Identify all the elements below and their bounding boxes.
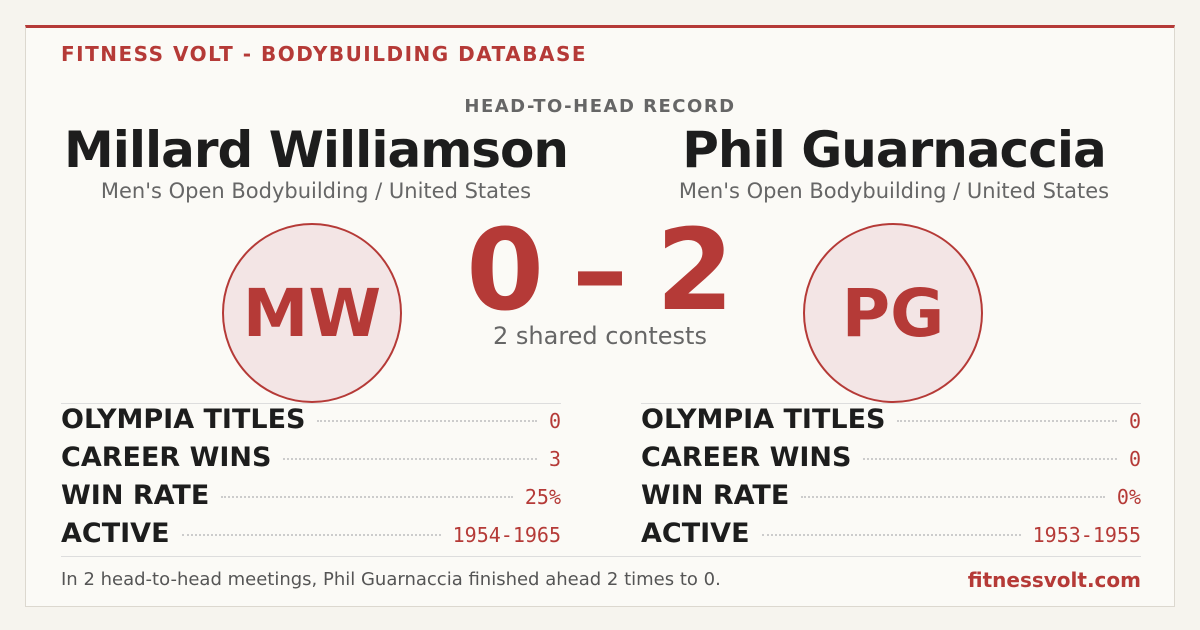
stat-label: WIN RATE xyxy=(61,480,210,511)
site-link[interactable]: fitnessvolt.com xyxy=(967,568,1141,592)
stat-row: WIN RATE 0% xyxy=(641,480,1141,518)
leader xyxy=(283,458,537,460)
stat-row: WIN RATE 25% xyxy=(61,480,561,518)
initials: MW xyxy=(242,274,382,352)
leader xyxy=(801,496,1105,498)
stat-value: 0 xyxy=(548,409,561,433)
score-left: 0 xyxy=(466,206,544,336)
athlete-division: Men's Open Bodybuilding / United States xyxy=(678,179,1110,203)
leader xyxy=(897,420,1117,422)
brand: FITNESS VOLT - BODYBUILDING DATABASE xyxy=(61,42,588,66)
leader xyxy=(221,496,513,498)
avatar: MW xyxy=(222,223,402,403)
divider xyxy=(61,556,1141,557)
leader xyxy=(761,534,1021,536)
stat-row: CAREER WINS 3 xyxy=(61,442,561,480)
stat-value: 3 xyxy=(548,447,561,471)
leader xyxy=(181,534,441,536)
stat-row: OLYMPIA TITLES 0 xyxy=(641,404,1141,442)
stat-value: 0 xyxy=(1128,409,1141,433)
stat-label: ACTIVE xyxy=(641,518,750,549)
stats: OLYMPIA TITLES 0 CAREER WINS 3 WIN RATE 25% AC… xyxy=(61,403,561,556)
athlete-name: Phil Guarnaccia xyxy=(682,121,1106,179)
stat-label: CAREER WINS xyxy=(61,442,272,473)
stat-label: WIN RATE xyxy=(641,480,790,511)
athlete-name: Millard Williamson xyxy=(63,121,569,179)
stat-value: 0% xyxy=(1116,485,1141,509)
score-note: 2 shared contests xyxy=(493,322,707,350)
initials: PG xyxy=(841,274,945,352)
section-label: HEAD-TO-HEAD RECORD xyxy=(464,96,736,117)
stat-row: ACTIVE 1953-1955 xyxy=(641,518,1141,556)
stat-value: 0 xyxy=(1128,447,1141,471)
stat-value: 25% xyxy=(524,485,561,509)
athlete-division: Men's Open Bodybuilding / United States xyxy=(100,179,532,203)
stat-row: CAREER WINS 0 xyxy=(641,442,1141,480)
score-right: 2 xyxy=(656,206,734,336)
stat-label: CAREER WINS xyxy=(641,442,852,473)
stat-label: OLYMPIA TITLES xyxy=(61,404,306,435)
score: 0–2 xyxy=(26,206,1174,336)
stats: OLYMPIA TITLES 0 CAREER WINS 0 WIN RATE 0% ACT… xyxy=(641,403,1141,556)
card: FITNESS VOLT - BODYBUILDING DATABASE HEA… xyxy=(25,25,1175,607)
leader xyxy=(863,458,1117,460)
leader xyxy=(317,420,537,422)
stat-value: 1953-1955 xyxy=(1032,523,1141,547)
summary: In 2 head-to-head meetings, Phil Guarnac… xyxy=(61,569,721,590)
stat-label: OLYMPIA TITLES xyxy=(641,404,886,435)
stat-row: OLYMPIA TITLES 0 xyxy=(61,404,561,442)
stat-value: 1954-1965 xyxy=(452,523,561,547)
stat-label: ACTIVE xyxy=(61,518,170,549)
score-separator: – xyxy=(572,206,628,336)
stat-row: ACTIVE 1954-1965 xyxy=(61,518,561,556)
avatar: PG xyxy=(803,223,983,403)
